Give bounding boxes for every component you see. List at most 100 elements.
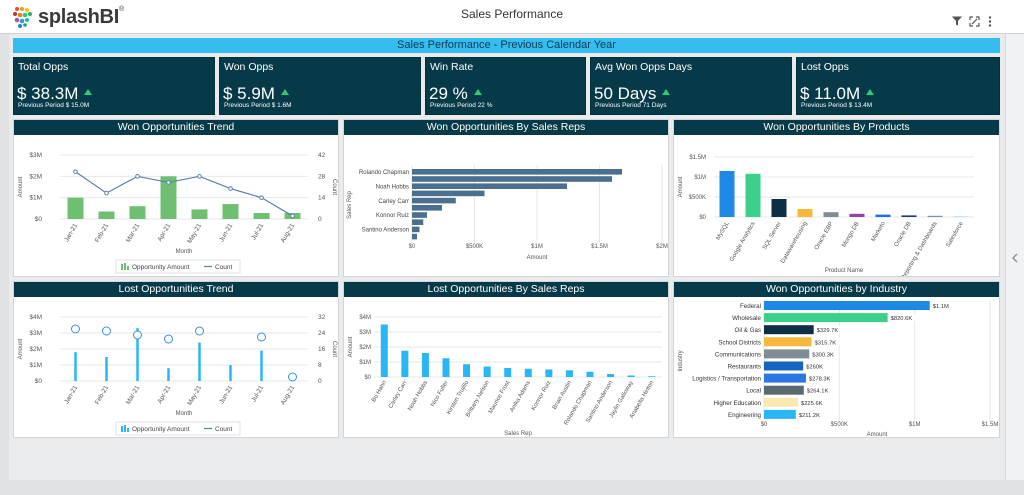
- bar: [764, 361, 804, 371]
- x-tick-label: Jun-21: [218, 222, 234, 243]
- splash-logo-icon: [13, 7, 32, 28]
- more-vertical-icon[interactable]: [984, 16, 996, 28]
- x-tick-label: $1.5M: [982, 422, 999, 428]
- count-point: [259, 195, 264, 200]
- y-tick-label: Santino Anderson: [362, 228, 409, 234]
- bar: [412, 197, 456, 204]
- data-label: $211.2K: [799, 413, 820, 419]
- y-tick-label: $1M: [359, 360, 371, 366]
- bar: [504, 368, 512, 377]
- x-tick-label: Nico Fuller: [430, 380, 450, 408]
- chart-won-reps[interactable]: Rolando Chapman Noah Hobbs Carley Carr Konn…: [344, 135, 668, 276]
- trend-up-icon: [473, 89, 482, 95]
- bar: [901, 215, 917, 217]
- bar: [764, 301, 930, 310]
- data-label-bg: [798, 398, 827, 406]
- x-tick-label: Marketo: [871, 220, 887, 242]
- side-panel-toggle[interactable]: [1005, 34, 1024, 480]
- legend-label: Count: [215, 264, 233, 271]
- y-tick-label: Rolando Chapman: [359, 170, 409, 176]
- data-label: $260K: [806, 365, 823, 371]
- bar: [412, 205, 442, 211]
- y2-tick-label: 14: [318, 195, 326, 202]
- x-tick-label: $500K: [466, 244, 483, 250]
- brand-logo[interactable]: splashBI®: [12, 5, 124, 29]
- x-tick-label: Bo Hahn: [371, 380, 388, 403]
- kpi-win-rate[interactable]: Win Rate 29 % Previous Period 22 %: [425, 57, 586, 115]
- panel-title: Lost Opportunities By Sales Reps: [344, 282, 668, 297]
- panel-title: Won Opportunities by Industry: [674, 282, 999, 297]
- kpi-value: $ 38.3M: [17, 84, 93, 104]
- count-point: [135, 174, 140, 179]
- legend-bar-swatch: [124, 425, 126, 432]
- panel-won-industry: Won Opportunities by Industry Federal $1.…: [673, 281, 1000, 438]
- count-point: [288, 372, 297, 382]
- y-tick-label: Carley Carr: [378, 199, 409, 205]
- bar: [586, 371, 594, 377]
- y-tick-label: $3M: [359, 330, 371, 336]
- x-tick-label: Jun-21: [218, 384, 234, 405]
- bar: [764, 325, 814, 335]
- y2-tick-label: 42: [318, 152, 326, 159]
- kpi-total-opps[interactable]: Total Opps $ 38.3M Previous Period $ 15.…: [13, 57, 215, 115]
- legend-label: Opportunity Amount: [132, 426, 190, 433]
- bar: [545, 369, 553, 377]
- data-label: $315.7K: [815, 340, 837, 346]
- bar: [412, 190, 485, 197]
- filter-icon[interactable]: [951, 16, 963, 28]
- panel-won-reps: Won Opportunities By Sales Reps Rolando …: [343, 119, 669, 277]
- panel-title: Lost Opportunities Trend: [14, 282, 338, 297]
- kpi-previous: Previous Period $ 1.6M: [224, 102, 292, 109]
- data-label-bg: [814, 326, 843, 334]
- dashboard-banner: Sales Performance - Previous Calendar Ye…: [13, 38, 1000, 53]
- chart-won-trend[interactable]: $0 $1M $2M $3M 0 14 28 42 Jan-21 Feb-21 Mar-21 Apr-…: [14, 135, 338, 276]
- panel-title: Won Opportunities Trend: [14, 120, 338, 135]
- bar: [875, 214, 891, 217]
- kpi-won-opps[interactable]: Won Opps $ 5.9M Previous Period $ 1.6M: [219, 57, 421, 115]
- kpi-lost-opps[interactable]: Lost Opps $ 11.0M Previous Period $ 13.4…: [796, 57, 1000, 115]
- x-tick-label: $1M: [531, 244, 543, 250]
- chart-lost-trend[interactable]: $0 $1M $2M $3M $4M 0 8 16 24 32 Jan-21 Feb-21 Mar-21…: [14, 297, 338, 437]
- page-title: Sales Performance: [460, 7, 564, 21]
- bar: [524, 368, 532, 377]
- bar: [129, 206, 146, 219]
- y-tick-label: $0: [699, 215, 706, 221]
- data-label: $329.7K: [817, 328, 839, 334]
- expand-icon[interactable]: [968, 16, 980, 28]
- y-tick-label: $0: [364, 375, 371, 381]
- bar: [745, 173, 761, 217]
- x-tick-label: Datawarehousing: [780, 221, 809, 264]
- kpi-value: 50 Days: [594, 84, 671, 104]
- x-tick-label: Mar-21: [125, 384, 142, 406]
- x-tick-label: $1M: [909, 422, 921, 428]
- bar: [412, 233, 417, 240]
- bar: [198, 342, 201, 381]
- y-tick-label: $2M: [29, 346, 42, 353]
- bar: [764, 313, 888, 323]
- y2-axis-title: Count: [331, 179, 337, 195]
- bar: [67, 197, 84, 219]
- y-tick-label: $0: [35, 378, 43, 385]
- count-point: [166, 180, 171, 185]
- kpi-avg-won-days[interactable]: Avg Won Opps Days 50 Days Previous Perio…: [590, 57, 792, 115]
- bar: [719, 171, 735, 217]
- panel-lost-trend: Lost Opportunities Trend $0 $1M $2M $3M $4M 0…: [13, 281, 339, 438]
- bar: [412, 226, 420, 233]
- data-label-bg: [812, 338, 841, 346]
- count-point: [195, 326, 204, 336]
- count-point: [102, 326, 111, 336]
- count-point: [104, 190, 109, 196]
- x-tick-label: Feb-21: [94, 384, 111, 406]
- y-tick-label: Communications: [715, 351, 761, 358]
- x-tick-label: Konnor Ruiz: [531, 380, 553, 412]
- bar: [442, 358, 450, 377]
- data-label: $225.6K: [801, 401, 823, 407]
- kpi-previous: Previous Period $ 13.4M: [801, 102, 873, 109]
- data-label: $1.1M: [933, 304, 949, 310]
- y-tick-label: $1M: [29, 195, 42, 202]
- y2-tick-label: 8: [318, 362, 322, 369]
- chart-won-industry[interactable]: Federal $1.1M Wholesale $820.6K Oil & Gas $32…: [674, 297, 999, 437]
- x-tick-label: Mongo DB: [841, 221, 860, 249]
